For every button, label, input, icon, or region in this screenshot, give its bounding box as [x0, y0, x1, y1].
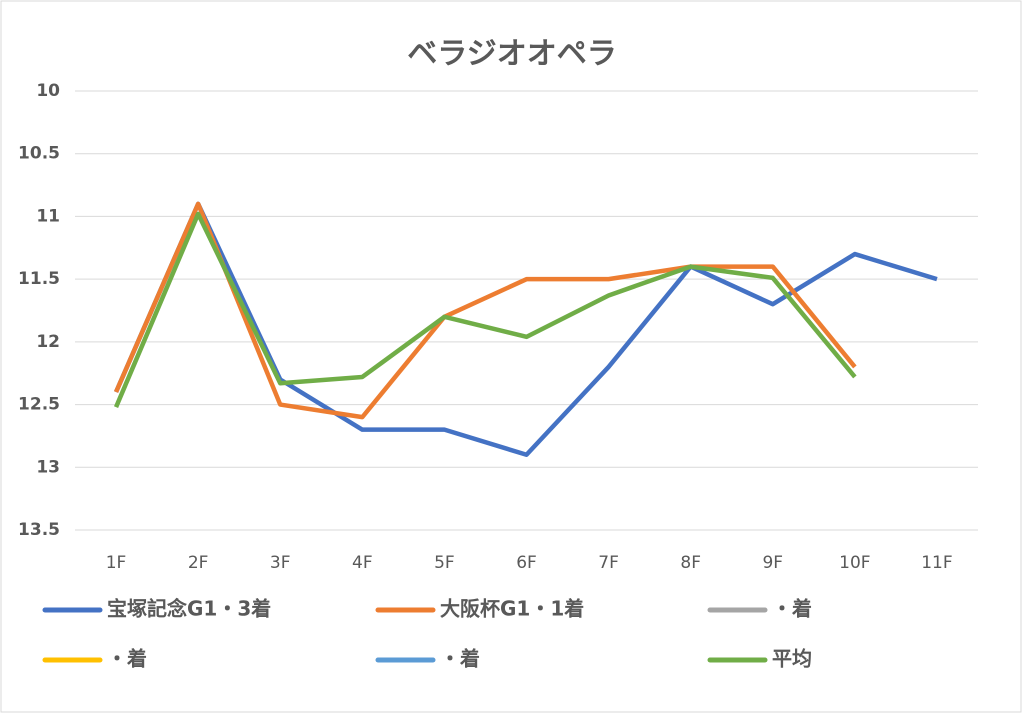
legend-label: ・着	[772, 597, 812, 621]
legend-label: 大阪杯G1・1着	[440, 597, 584, 621]
x-tick-label: 2F	[188, 553, 209, 573]
y-tick-label: 10.5	[18, 144, 60, 164]
x-tick-label: 8F	[680, 553, 701, 573]
y-tick-label: 11	[36, 206, 60, 226]
x-tick-label: 4F	[352, 553, 373, 573]
legend-label: ・着	[107, 647, 147, 671]
x-tick-label: 9F	[762, 553, 783, 573]
series-line	[113, 201, 938, 457]
y-tick-label: 12	[36, 332, 60, 352]
x-tick-label: 1F	[106, 553, 127, 573]
x-tick-label: 3F	[270, 553, 291, 573]
x-tick-label: 6F	[516, 553, 537, 573]
y-tick-label: 13	[36, 457, 60, 477]
x-tick-label: 11F	[921, 553, 952, 573]
legend-label: 平均	[772, 647, 812, 671]
y-tick-label: 11.5	[18, 269, 60, 289]
x-tick-label: 7F	[598, 553, 619, 573]
y-tick-label: 10	[36, 81, 60, 101]
x-tick-label: 10F	[839, 553, 870, 573]
x-tick-label: 5F	[434, 553, 455, 573]
series-line	[113, 201, 857, 420]
series-line	[113, 211, 857, 408]
y-tick-label: 13.5	[18, 520, 60, 540]
legend-label: ・着	[440, 647, 480, 671]
chart-title: ベラジオオペラ	[407, 37, 616, 72]
legend-label: 宝塚記念G1・3着	[107, 597, 271, 621]
y-tick-label: 12.5	[18, 395, 60, 415]
